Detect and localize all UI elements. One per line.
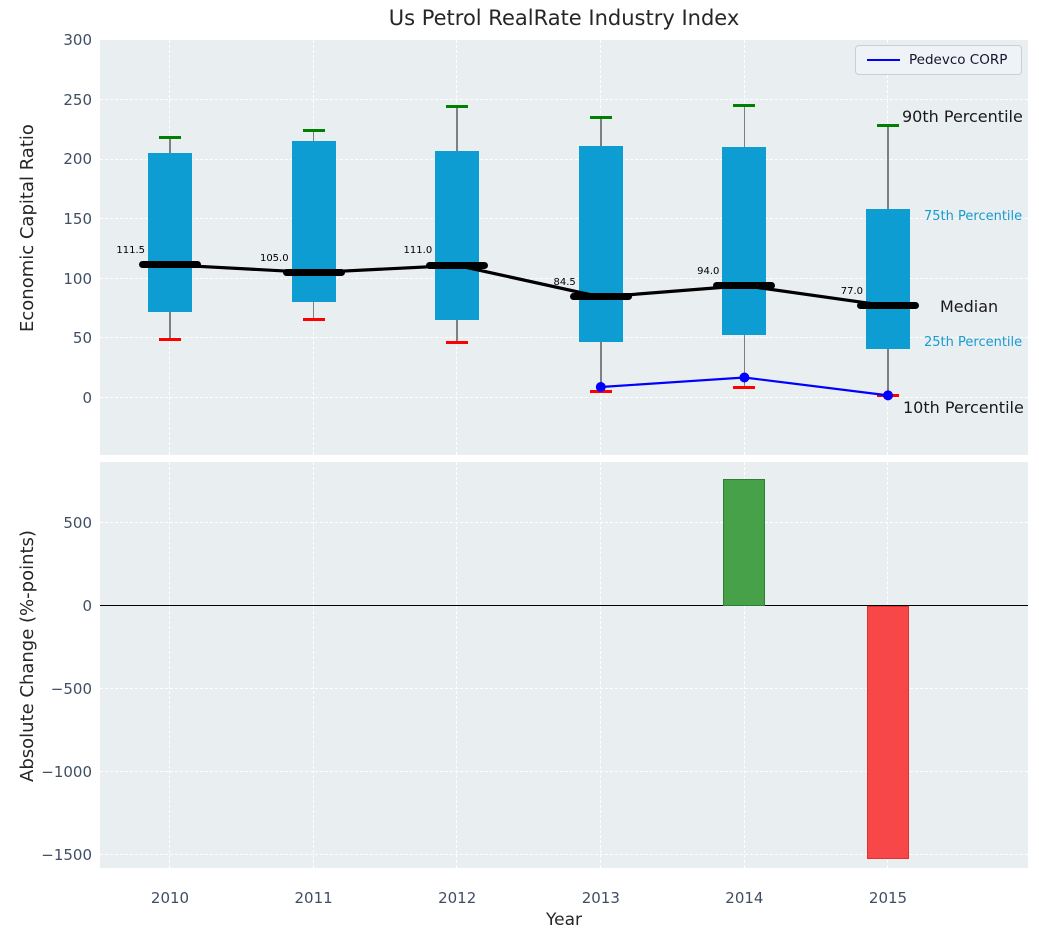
company-line: [595, 372, 893, 401]
x-tick-label: 2011: [294, 889, 333, 907]
x-tick-label: 2010: [150, 889, 190, 907]
v-gridline: [312, 462, 314, 868]
y-tick-label: 150: [63, 209, 92, 228]
y-axis-label-bottom: Absolute Change (%-points): [17, 530, 38, 782]
median-value-label: 111.0: [403, 245, 433, 257]
y-tick-label: 500: [63, 513, 92, 532]
top-panel: 111.5 105.0 111.0 84.5 94.0 77.0: [100, 39, 1028, 455]
iqr-box-2012: [435, 150, 480, 321]
median-segment-2010: [139, 261, 201, 269]
h-gridline: [100, 397, 1028, 398]
bottom-panel: [100, 462, 1028, 868]
y-tick-label: 0: [82, 388, 92, 407]
median-segment-2015: [857, 302, 919, 310]
annotation-median: Median: [940, 297, 999, 316]
annotation-10th-percentile: 10th Percentile: [903, 398, 1024, 417]
legend-line-sample: [867, 59, 900, 61]
median-value-label: 105.0: [259, 252, 289, 264]
h-gridline: [100, 854, 1028, 856]
annotation-25th-percentile: 25th Percentile: [924, 335, 1023, 350]
h-gridline: [100, 277, 1028, 279]
zero-line: [100, 605, 1028, 607]
h-gridline: [100, 337, 1028, 339]
annotation-90th-percentile: 90th Percentile: [902, 107, 1023, 126]
y-tick-label: 0: [82, 596, 92, 615]
iqr-box-2010: [148, 153, 192, 312]
y-tick-label: −1000: [41, 763, 92, 782]
v-gridline: [456, 462, 458, 868]
p90-cap-icon: [159, 136, 181, 140]
p90-cap-icon: [446, 105, 469, 109]
median-value-label: 94.0: [697, 265, 720, 277]
h-gridline: [100, 688, 1028, 690]
v-gridline: [600, 462, 602, 868]
h-gridline: [100, 158, 1028, 160]
p90-cap-icon: [877, 124, 899, 128]
y-tick-label: 300: [63, 31, 92, 49]
change-bar-up-2014: [723, 478, 766, 606]
p90-cap-icon: [589, 116, 612, 119]
iqr-box-2013: [578, 146, 623, 342]
y-tick-label: 250: [63, 90, 92, 109]
chart-title: Us Petrol RealRate Industry Index: [388, 6, 740, 30]
x-tick-label: 2015: [868, 889, 908, 907]
annotation-75th-percentile: 75th Percentile: [924, 209, 1023, 224]
h-gridline: [100, 771, 1028, 773]
company-marker: [739, 372, 750, 383]
p10-cap-icon: [733, 385, 756, 389]
median-segment-2013: [569, 293, 632, 301]
company-marker: [595, 382, 606, 393]
median-segment-2014: [713, 282, 776, 290]
p10-cap-icon: [159, 337, 181, 341]
x-tick-label: 2012: [438, 889, 477, 907]
v-gridline: [169, 462, 171, 868]
h-gridline: [100, 39, 1028, 41]
change-bar-down-2015: [867, 605, 909, 860]
x-tick-label: 2014: [725, 889, 764, 907]
v-gridline: [743, 462, 745, 868]
median-value-label: 111.5: [116, 244, 145, 256]
iqr-box-2014: [722, 147, 767, 335]
h-gridline: [100, 98, 1028, 100]
company-marker: [883, 390, 893, 401]
y-tick-label: 100: [63, 269, 92, 288]
p10-cap-icon: [302, 317, 325, 321]
x-axis-label: Year: [546, 910, 582, 930]
p90-cap-icon: [733, 104, 756, 108]
y-tick-label: 50: [72, 329, 92, 348]
y-tick-label: −500: [50, 679, 92, 698]
legend: Pedevco CORP: [855, 45, 1022, 75]
y-tick-label: 200: [63, 150, 92, 169]
x-tick-label: 2013: [581, 889, 620, 907]
h-gridline: [100, 218, 1028, 220]
median-value-label: 77.0: [840, 285, 863, 297]
iqr-box-2015: [866, 209, 910, 349]
h-gridline: [100, 522, 1028, 524]
median-segment-2011: [282, 269, 345, 277]
median-segment-2012: [426, 261, 489, 269]
p10-cap-icon: [446, 341, 469, 345]
y-tick-label: −1500: [41, 846, 92, 865]
legend-label: Pedevco CORP: [909, 52, 1008, 68]
y-axis-label-top: Economic Capital Ratio: [17, 124, 38, 332]
p90-cap-icon: [302, 129, 325, 133]
median-value-label: 84.5: [553, 276, 576, 288]
